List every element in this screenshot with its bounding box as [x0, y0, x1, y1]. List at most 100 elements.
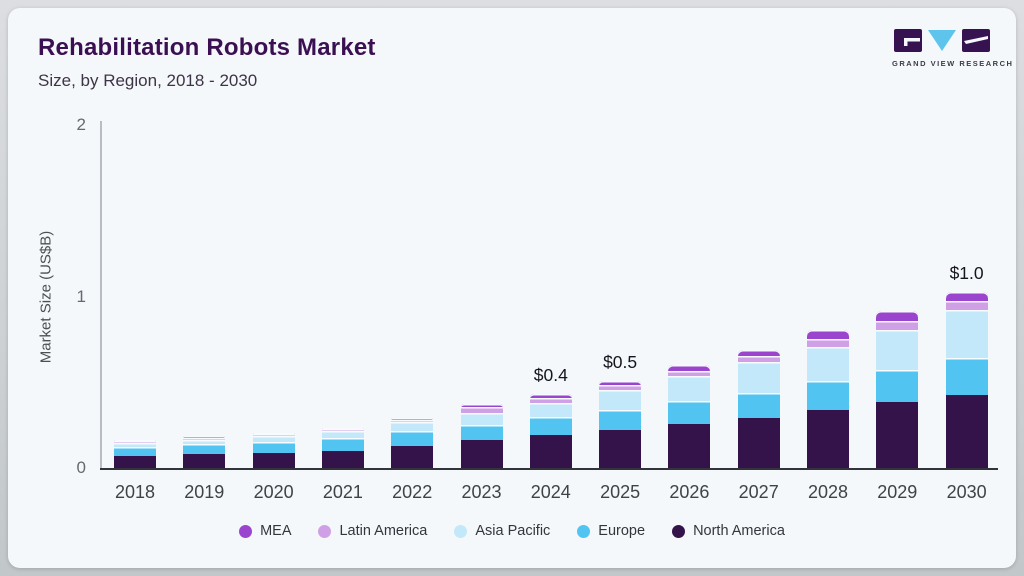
y-tick-label-2: 2 [76, 115, 86, 134]
x-tick-label-2020: 2020 [253, 482, 294, 502]
y-axis-line [100, 121, 102, 468]
bar-2028 [807, 330, 849, 468]
bar-2026 [668, 365, 711, 468]
bar-segment-mea-2027 [737, 350, 780, 356]
bar-segment-latin-america-2019 [183, 437, 226, 440]
bar-segment-europe-2019 [183, 444, 226, 455]
bar-segment-asia-pacific-2025 [599, 390, 642, 411]
bar-segment-asia-pacific-2020 [252, 436, 295, 442]
bar-segment-mea-2021 [321, 427, 364, 430]
bar-segment-europe-2026 [668, 401, 711, 424]
legend-label-mea: MEA [260, 523, 292, 539]
x-tick-label-2019: 2019 [184, 482, 225, 502]
chart-card: Rehabilitation Robots Market Size, by Re… [8, 8, 1016, 568]
legend-label-europe: Europe [598, 523, 646, 539]
bar-2027 [737, 350, 780, 468]
x-tick-label-2026: 2026 [669, 482, 710, 502]
bar-segment-north-america-2030 [945, 394, 988, 468]
legend-item-mea: MEA [239, 523, 291, 539]
bar-segment-europe-2021 [321, 438, 364, 451]
x-tick-label-2024: 2024 [530, 482, 571, 502]
bar-segment-europe-2027 [737, 393, 780, 419]
bar-segment-latin-america-2020 [252, 434, 295, 437]
bar-segment-north-america-2025 [599, 430, 642, 468]
bar-segment-europe-2020 [252, 441, 295, 453]
x-tick-label-2029: 2029 [877, 482, 918, 502]
bar-segment-asia-pacific-2021 [321, 431, 364, 439]
bar-2018 [114, 439, 156, 468]
bar-segment-latin-america-2022 [391, 419, 434, 422]
bar-segment-north-america-2029 [876, 401, 919, 468]
bar-segment-asia-pacific-2030 [945, 310, 988, 359]
bar-segment-asia-pacific-2022 [391, 421, 434, 431]
legend-label-latin-america: Latin America [339, 523, 428, 539]
legend-item-north-america: North America [672, 523, 785, 539]
bar-segment-mea-2030 [945, 291, 988, 301]
bar-2025 [599, 380, 642, 468]
bar-segment-mea-2022 [391, 417, 434, 420]
bar-segment-north-america-2028 [807, 409, 849, 468]
legend-dot-mea [239, 524, 253, 538]
bar-2022 [391, 417, 434, 468]
legend-dot-asia-pacific [454, 524, 468, 538]
legend-dot-north-america [672, 524, 686, 538]
page-subtitle: Size, by Region, 2018 - 2030 [38, 71, 258, 90]
x-axis-line [100, 468, 998, 470]
bar-segment-latin-america-2018 [114, 441, 156, 443]
legend-dot-latin-america [318, 524, 332, 538]
page-title: Rehabilitation Robots Market [38, 34, 376, 61]
bar-2024 [529, 393, 572, 468]
legend-item-asia-pacific: Asia Pacific [454, 523, 550, 539]
bar-segment-north-america-2027 [737, 418, 780, 468]
bar-segment-europe-2028 [807, 381, 849, 410]
legend-item-europe: Europe [577, 523, 645, 539]
bar-segment-north-america-2020 [252, 452, 295, 468]
bar-segment-europe-2025 [599, 410, 642, 431]
bar-2020 [252, 432, 295, 468]
bar-segment-mea-2018 [114, 439, 156, 442]
legend: MEA Latin America Asia Pacific Europe North … [8, 523, 1016, 539]
legend-item-latin-america: Latin America [318, 523, 427, 539]
bar-segment-asia-pacific-2027 [737, 361, 780, 394]
bar-segment-latin-america-2028 [807, 339, 849, 347]
bar-segment-asia-pacific-2028 [807, 346, 849, 382]
bar-segment-asia-pacific-2029 [876, 329, 919, 370]
bar-segment-latin-america-2025 [599, 385, 642, 391]
y-tick-label-1: 1 [76, 286, 86, 306]
bar-segment-asia-pacific-2019 [183, 439, 226, 445]
bar-segment-europe-2018 [114, 447, 156, 456]
bar-segment-mea-2020 [252, 432, 295, 435]
bar-segment-latin-america-2024 [529, 398, 572, 404]
y-axis-title: Market Size (US$B) [37, 230, 55, 364]
x-tick-label-2030: 2030 [946, 482, 987, 502]
bar-segment-asia-pacific-2023 [460, 412, 503, 426]
bar-segment-mea-2028 [807, 330, 849, 340]
x-tick-label-2027: 2027 [738, 482, 779, 502]
bar-segment-north-america-2019 [183, 454, 226, 468]
value-label-2024: $0.4 [533, 364, 568, 385]
bar-segment-mea-2029 [876, 310, 919, 321]
bar-2021 [321, 427, 364, 468]
bar-segment-latin-america-2026 [668, 370, 711, 377]
bar-segment-asia-pacific-2026 [668, 376, 711, 402]
legend-label-asia-pacific: Asia Pacific [475, 523, 551, 539]
bar-segment-mea-2019 [183, 436, 226, 438]
bar-segment-mea-2023 [460, 404, 503, 408]
legend-label-north-america: North America [693, 523, 785, 539]
bar-segment-north-america-2022 [391, 446, 434, 468]
bar-segment-latin-america-2021 [321, 429, 364, 432]
bar-segment-latin-america-2030 [945, 300, 988, 311]
logo-text: GRAND VIEW RESEARCH [892, 59, 1014, 68]
x-tick-label-2028: 2028 [807, 482, 849, 502]
bar-2019 [183, 436, 226, 468]
bar-segment-mea-2026 [668, 365, 711, 371]
x-tick-label-2023: 2023 [461, 482, 502, 502]
x-tick-label-2018: 2018 [114, 482, 156, 502]
bar-segment-asia-pacific-2024 [529, 403, 572, 417]
bar-2023 [460, 404, 503, 468]
gvr-logo-icon [894, 29, 990, 52]
x-tick-label-2021: 2021 [322, 482, 363, 502]
bar-segment-mea-2025 [599, 380, 642, 386]
value-label-2030: $1.0 [949, 262, 984, 283]
